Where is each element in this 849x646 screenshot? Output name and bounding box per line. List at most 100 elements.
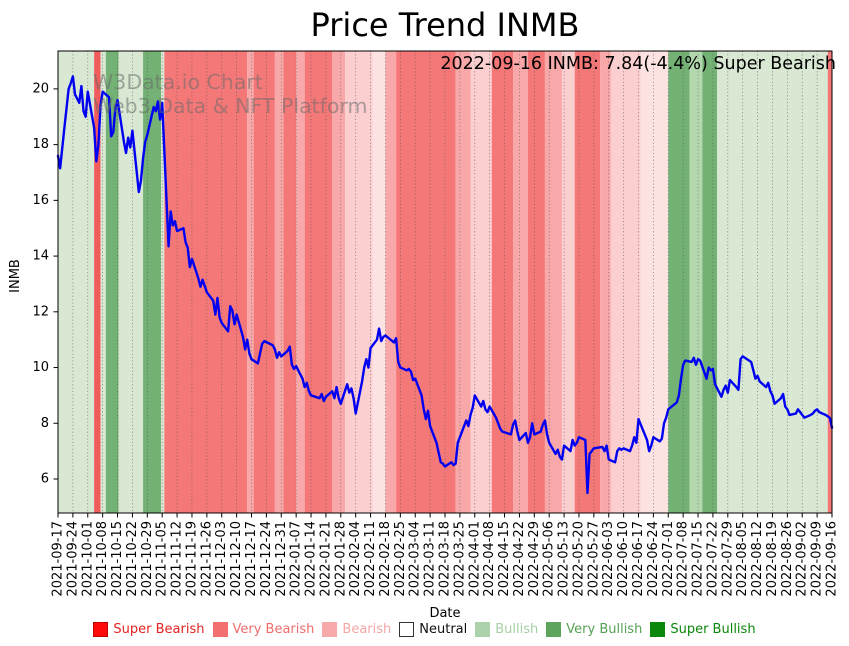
- sentiment-band-bearish: [274, 51, 284, 513]
- date-tick-label: 2022-03-11: [423, 521, 438, 597]
- legend-label: Very Bearish: [232, 622, 315, 637]
- legend-swatch-icon: [650, 622, 666, 637]
- legend-item-very-bearish: Very Bearish: [209, 622, 319, 637]
- legend-item-super-bullish: Super Bullish: [646, 622, 759, 637]
- sentiment-band-super_bearish: [94, 51, 101, 513]
- sentiment-band-bearish_light: [470, 51, 492, 513]
- sentiment-band-bearish: [513, 51, 528, 513]
- chart-title: Price Trend INMB: [310, 6, 580, 44]
- sentiment-band-bearish_pale: [640, 51, 669, 513]
- legend-swatch-icon: [475, 622, 491, 637]
- y-tick-label: 8: [41, 416, 49, 431]
- plot-frame: [57, 50, 833, 514]
- date-tick-label: 2021-12-10: [229, 521, 244, 597]
- y-axis-label: INMB: [8, 259, 23, 293]
- legend-swatch-icon: [546, 622, 562, 637]
- sentiment-band-bearish_light: [561, 51, 575, 513]
- sentiment-band-bearish: [544, 51, 562, 513]
- date-tick-label: 2022-03-18: [438, 521, 453, 597]
- date-tick-label: 2022-01-21: [318, 521, 333, 597]
- date-tick-label: 2022-03-04: [408, 521, 423, 597]
- date-tick-label: 2021-11-05: [155, 521, 170, 597]
- sentiment-band-bullish: [717, 51, 828, 513]
- date-tick-label: 2021-12-31: [274, 521, 289, 597]
- sentiment-band-very_bearish: [491, 51, 514, 513]
- y-tick-label: 20: [32, 81, 49, 96]
- date-tick-label: 2022-05-13: [557, 521, 572, 597]
- legend-label: Bullish: [495, 622, 539, 637]
- legend-label: Very Bullish: [566, 622, 643, 637]
- date-tick-label: 2022-04-29: [527, 521, 542, 597]
- date-tick-label: 2021-10-01: [80, 521, 95, 597]
- sentiment-band-bullish: [161, 51, 165, 513]
- sentiment-band-bullish: [118, 51, 144, 513]
- y-tick-label: 14: [32, 249, 49, 264]
- date-tick-label: 2021-12-17: [244, 521, 259, 597]
- date-tick-label: 2021-09-24: [65, 521, 80, 597]
- date-tick-label: 2022-01-07: [289, 521, 304, 597]
- date-tick-label: 2022-09-02: [795, 521, 810, 597]
- sentiment-band-bearish_light: [610, 51, 641, 513]
- sentiment-band-very_bullish: [702, 51, 718, 513]
- sentiment-band-very_bullish: [668, 51, 690, 513]
- legend-swatch-icon: [399, 622, 415, 637]
- date-tick-label: 2022-01-28: [333, 521, 348, 597]
- legend-item-bearish: Bearish: [318, 622, 395, 637]
- y-tick-label: 16: [32, 193, 49, 208]
- date-tick-label: 2022-06-17: [631, 521, 646, 597]
- latest-quote-annotation: 2022-09-16 INMB: 7.84(-4.4%) Super Beari…: [440, 54, 836, 74]
- date-tick-label: 2022-05-06: [542, 521, 557, 597]
- date-tick-label: 2021-10-22: [125, 521, 140, 597]
- sentiment-band-bearish: [455, 51, 471, 513]
- date-tick-label: 2022-08-26: [780, 521, 795, 597]
- date-tick-label: 2021-11-26: [199, 521, 214, 597]
- legend-label: Bearish: [342, 622, 392, 637]
- date-tick-label: 2022-04-01: [467, 521, 482, 597]
- sentiment-band-very_bearish: [164, 51, 248, 513]
- sentiment-band-very_bearish: [827, 51, 832, 513]
- date-tick-label: 2022-07-29: [720, 521, 735, 597]
- sentiment-band-bullish: [58, 51, 95, 513]
- date-tick-label: 2022-07-15: [691, 521, 706, 597]
- sentiment-band-very_bearish: [574, 51, 601, 513]
- date-tick-label: 2022-04-22: [512, 521, 527, 597]
- sentiment-band-bearish: [296, 51, 305, 513]
- date-tick-label: 2022-09-09: [810, 521, 825, 597]
- date-tick-label: 2021-10-29: [140, 521, 155, 597]
- date-tick-label: 2021-10-08: [95, 521, 110, 597]
- date-tick-label: 2022-06-24: [646, 521, 661, 597]
- y-tick-label: 10: [32, 360, 49, 375]
- sentiment-band-bearish: [247, 51, 254, 513]
- sentiment-band-bearish: [385, 51, 397, 513]
- sentiment-band-very_bullish: [105, 51, 119, 513]
- sentiment-band-bullish: [100, 51, 106, 513]
- y-tick-label: 12: [32, 304, 49, 319]
- sentiment-band-bearish: [332, 51, 346, 513]
- date-tick-label: 2022-06-10: [616, 521, 631, 597]
- date-tick-label: 2022-07-22: [705, 521, 720, 597]
- date-tick-label: 2022-07-01: [661, 521, 676, 597]
- date-tick-label: 2022-08-19: [765, 521, 780, 597]
- legend-item-super-bearish: Super Bearish: [89, 622, 208, 637]
- y-tick-label: 18: [32, 137, 49, 152]
- date-tick-label: 2022-05-27: [586, 521, 601, 597]
- date-tick-label: 2021-11-12: [170, 521, 185, 597]
- price-line-INMB: [56, 75, 834, 495]
- legend-swatch-icon: [93, 622, 109, 637]
- date-tick-label: 2022-07-08: [676, 521, 691, 597]
- date-tick-label: 2021-12-24: [259, 521, 274, 597]
- date-tick-label: 2022-03-25: [452, 521, 467, 597]
- legend-swatch-icon: [322, 622, 338, 637]
- date-tick-label: 2022-05-20: [571, 521, 586, 597]
- sentiment-band-very_bearish: [527, 51, 545, 513]
- legend-swatch-icon: [212, 622, 228, 637]
- date-tick-label: 2021-11-19: [184, 521, 199, 597]
- sentiment-band-bearish_light: [345, 51, 373, 513]
- date-tick-label: 2022-02-04: [348, 521, 363, 597]
- sentiment-band-very_bullish: [143, 51, 162, 513]
- sentiment-band-bullish_mid: [689, 51, 703, 513]
- legend-item-bullish: Bullish: [471, 622, 542, 637]
- x-axis-label: Date: [429, 606, 461, 621]
- date-tick-label: 2022-08-05: [735, 521, 750, 597]
